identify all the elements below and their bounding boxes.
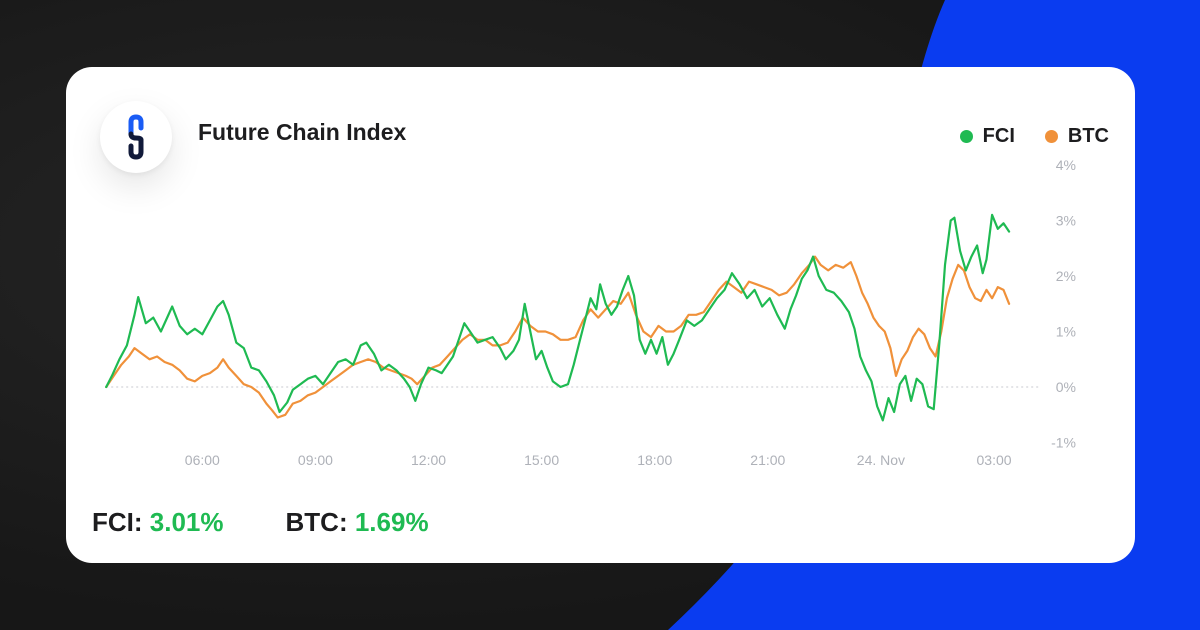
- y-tick-label: -1%: [1051, 435, 1076, 451]
- y-tick-label: 3%: [1056, 213, 1076, 229]
- x-tick-label: 09:00: [298, 452, 333, 468]
- y-tick-label: 4%: [1056, 157, 1076, 173]
- legend-label-fci: FCI: [982, 125, 1015, 147]
- legend-item-btc[interactable]: BTC: [1044, 125, 1109, 148]
- line-chart: -1% 0% 1% 2% 3% 4% 06:00 09:00 12:00 15:00 18:00 2…: [105, 157, 1076, 468]
- stat-btc-label: BTC:: [285, 507, 348, 537]
- stat-fci-value: 3.01%: [149, 507, 224, 537]
- x-tick-label: 15:00: [524, 452, 559, 468]
- logo-badge: [100, 101, 172, 173]
- y-tick-label: 1%: [1056, 324, 1076, 340]
- legend-label-btc: BTC: [1067, 125, 1109, 147]
- stat-btc-value: 1.69%: [354, 507, 429, 537]
- chain-link-icon: [128, 114, 144, 160]
- page-title: Future Chain Index: [198, 119, 407, 145]
- x-tick-label: 18:00: [637, 452, 672, 468]
- index-card: Future Chain Index FCI BTC -1% 0% 1% 2% 3% 4%…: [66, 67, 1135, 563]
- y-tick-label: 2%: [1056, 268, 1076, 284]
- y-tick-label: 0%: [1056, 379, 1076, 395]
- x-tick-label: 24. Nov: [857, 452, 905, 468]
- stat-fci-label: FCI:: [92, 507, 143, 537]
- legend-dot-btc: [1044, 130, 1058, 143]
- series-line-fci: [105, 213, 1011, 422]
- x-tick-label: 21:00: [750, 452, 785, 468]
- stat-fci: FCI: 3.01%: [92, 507, 224, 538]
- legend-item-fci[interactable]: FCI: [959, 125, 1015, 148]
- x-tick-label: 06:00: [185, 452, 220, 468]
- x-tick-label: 03:00: [977, 452, 1012, 468]
- stat-btc: BTC: 1.69%: [286, 507, 429, 538]
- legend-dot-fci: [959, 130, 973, 143]
- summary-stats: FCI: 3.01% BTC: 1.69%: [92, 507, 429, 538]
- series-line-btc: [105, 255, 1011, 419]
- x-tick-label: 12:00: [411, 452, 446, 468]
- chart-legend: FCI BTC: [959, 125, 1109, 148]
